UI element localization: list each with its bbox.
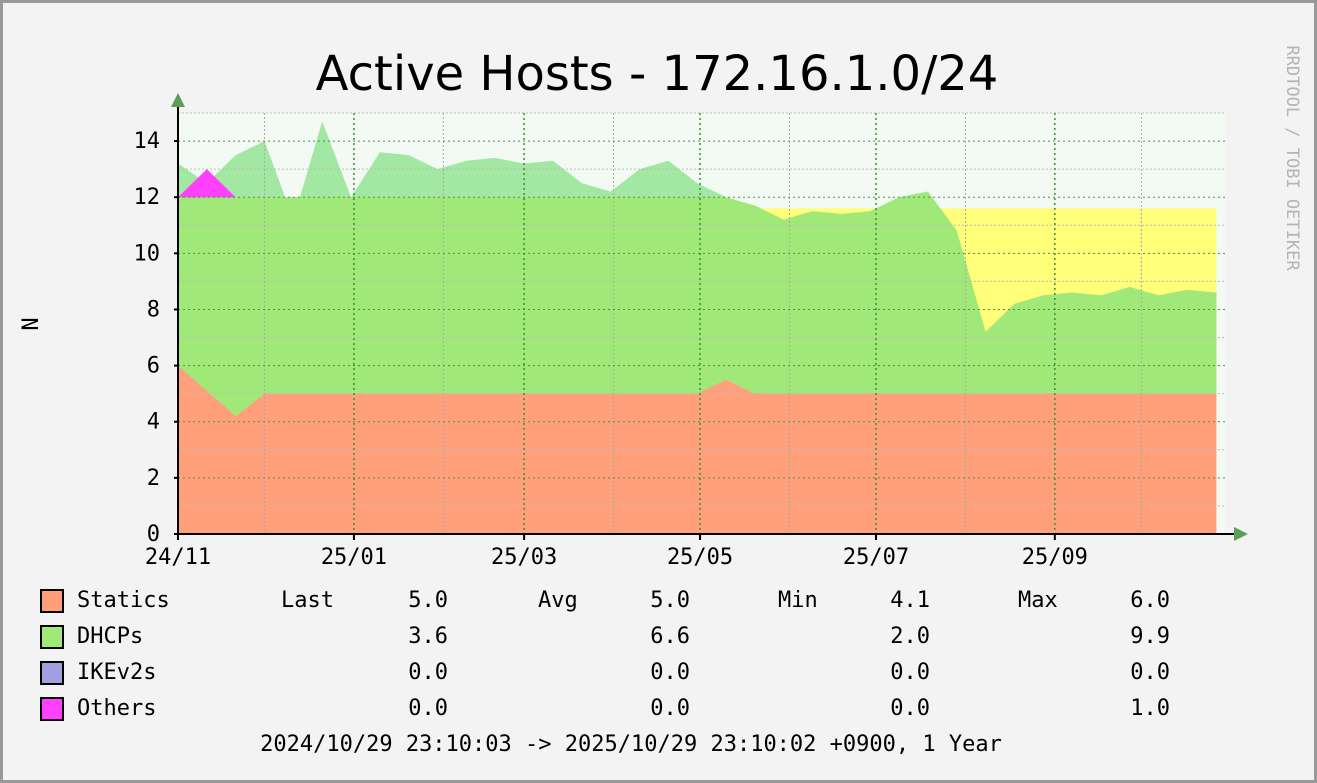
legend-swatch (40, 697, 64, 721)
legend-stat: 0.0 (408, 660, 448, 685)
legend-stat: 6.0 (1130, 588, 1170, 613)
legend-label: Statics (77, 588, 170, 613)
x-tick-label: 25/03 (491, 545, 557, 570)
legend-header: Max (1018, 588, 1058, 613)
legend-label: Others (77, 696, 156, 721)
legend-stat: 5.0 (408, 588, 448, 613)
legend-stat: 5.0 (650, 588, 690, 613)
x-tick-label: 24/11 (145, 545, 211, 570)
legend-stat: 0.0 (408, 696, 448, 721)
y-tick-label: 2 (147, 466, 160, 491)
legend-header: Avg (538, 588, 578, 613)
legend-stat: 6.6 (650, 624, 690, 649)
legend-header: Min (778, 588, 818, 613)
legend-stat: 9.9 (1130, 624, 1170, 649)
legend-stat: 3.6 (408, 624, 448, 649)
x-tick-label: 25/09 (1022, 545, 1088, 570)
legend-stat: 0.0 (890, 696, 930, 721)
y-tick-label: 8 (147, 297, 160, 322)
legend-stat: 0.0 (890, 660, 930, 685)
legend-swatch (40, 589, 64, 613)
legend-stat: 2.0 (890, 624, 930, 649)
legend-header: Last (281, 588, 334, 613)
y-axis-label: N (19, 317, 44, 330)
legend-stat: 0.0 (1130, 660, 1170, 685)
chart-title: Active Hosts - 172.16.1.0/24 (316, 46, 999, 102)
legend-stat: 0.0 (650, 660, 690, 685)
y-tick-label: 6 (147, 354, 160, 379)
x-tick-label: 25/05 (667, 545, 733, 570)
y-tick-label: 14 (134, 129, 161, 154)
y-tick-label: 10 (134, 241, 161, 266)
x-axis-arrow (1234, 527, 1248, 541)
footer: 2024/10/29 23:10:03 -> 2025/10/29 23:10:… (260, 732, 1002, 757)
legend-label: DHCPs (77, 624, 143, 649)
y-tick-label: 4 (147, 410, 160, 435)
x-tick-label: 25/01 (321, 545, 387, 570)
legend-stat: 1.0 (1130, 696, 1170, 721)
legend-swatch (40, 661, 64, 685)
legend-stat: 4.1 (890, 588, 930, 613)
series-area (178, 365, 1217, 534)
legend-swatch (40, 625, 64, 649)
legend-stat: 0.0 (650, 696, 690, 721)
x-tick-label: 25/07 (843, 545, 909, 570)
side-label: RRDTOOL / TOBI OETIKER (1282, 45, 1302, 271)
y-tick-label: 0 (147, 522, 160, 547)
series-area (178, 191, 1217, 417)
y-tick-label: 12 (134, 185, 161, 210)
y-axis-arrow (171, 93, 185, 107)
legend-label: IKEv2s (77, 660, 156, 685)
